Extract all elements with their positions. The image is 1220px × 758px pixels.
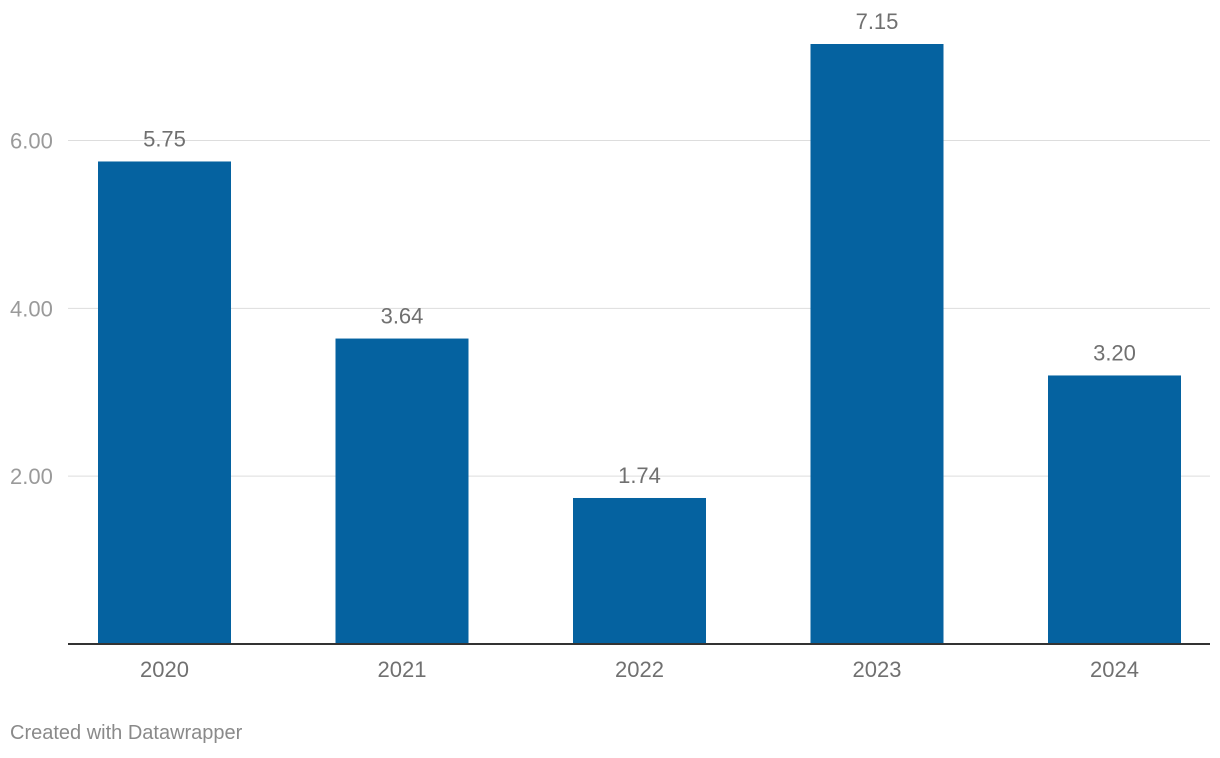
value-label-2024: 3.20 (1093, 340, 1136, 365)
x-tick-label-2023: 2023 (853, 657, 902, 682)
datawrapper-credit: Created with Datawrapper (10, 722, 243, 744)
value-label-2023: 7.15 (856, 9, 899, 34)
bar-2022 (573, 497, 706, 644)
value-label-2022: 1.74 (618, 463, 661, 488)
x-axis-ticks: 2020 2021 2022 2023 2024 (140, 657, 1139, 682)
y-gridlines (68, 140, 1210, 477)
bar-2023 (810, 44, 944, 644)
bars (98, 44, 1181, 644)
bar-2024 (1048, 375, 1181, 644)
x-tick-label-2021: 2021 (378, 657, 427, 682)
y-tick-label: 4.00 (10, 296, 53, 321)
bar-2020 (98, 161, 231, 644)
value-label-2021: 3.64 (381, 304, 424, 329)
x-tick-label-2024: 2024 (1090, 657, 1139, 682)
bar-chart: 2.004.006.00 5.753.641.747.153.20 2020 20… (10, 9, 1210, 682)
y-axis-ticks: 2.00 4.00 6.00 (10, 129, 53, 490)
value-label-2020: 5.75 (143, 126, 186, 151)
y-tick-label: 2.00 (10, 464, 53, 489)
y-tick-label: 6.00 (10, 129, 53, 154)
x-tick-label-2022: 2022 (615, 657, 664, 682)
value-labels: 5.75 3.64 1.74 7.15 3.20 (143, 9, 1136, 488)
x-tick-label-2020: 2020 (140, 657, 189, 682)
bar-2021 (335, 338, 469, 644)
